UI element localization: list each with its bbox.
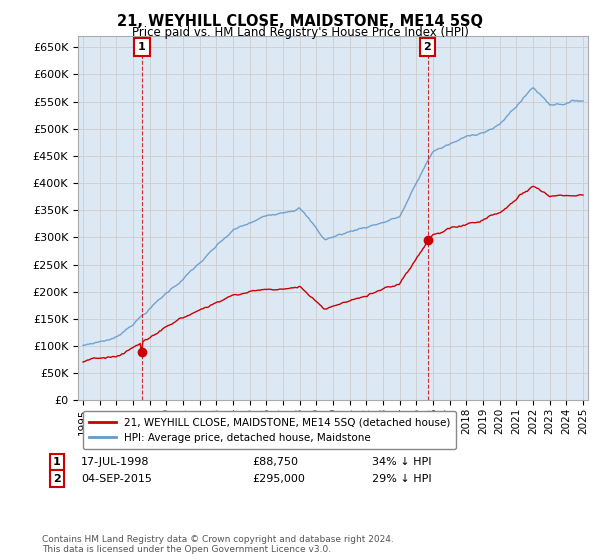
- Text: 2: 2: [53, 474, 61, 484]
- Text: 04-SEP-2015: 04-SEP-2015: [81, 474, 152, 484]
- Text: 29% ↓ HPI: 29% ↓ HPI: [372, 474, 431, 484]
- Legend: 21, WEYHILL CLOSE, MAIDSTONE, ME14 5SQ (detached house), HPI: Average price, det: 21, WEYHILL CLOSE, MAIDSTONE, ME14 5SQ (…: [83, 411, 457, 449]
- Text: 34% ↓ HPI: 34% ↓ HPI: [372, 457, 431, 467]
- Text: 21, WEYHILL CLOSE, MAIDSTONE, ME14 5SQ: 21, WEYHILL CLOSE, MAIDSTONE, ME14 5SQ: [117, 14, 483, 29]
- Text: 1: 1: [53, 457, 61, 467]
- Text: 2: 2: [424, 42, 431, 52]
- Text: 1: 1: [138, 42, 146, 52]
- Text: Price paid vs. HM Land Registry's House Price Index (HPI): Price paid vs. HM Land Registry's House …: [131, 26, 469, 39]
- Text: £88,750: £88,750: [252, 457, 298, 467]
- Text: Contains HM Land Registry data © Crown copyright and database right 2024.
This d: Contains HM Land Registry data © Crown c…: [42, 535, 394, 554]
- Text: £295,000: £295,000: [252, 474, 305, 484]
- Text: 17-JUL-1998: 17-JUL-1998: [81, 457, 149, 467]
